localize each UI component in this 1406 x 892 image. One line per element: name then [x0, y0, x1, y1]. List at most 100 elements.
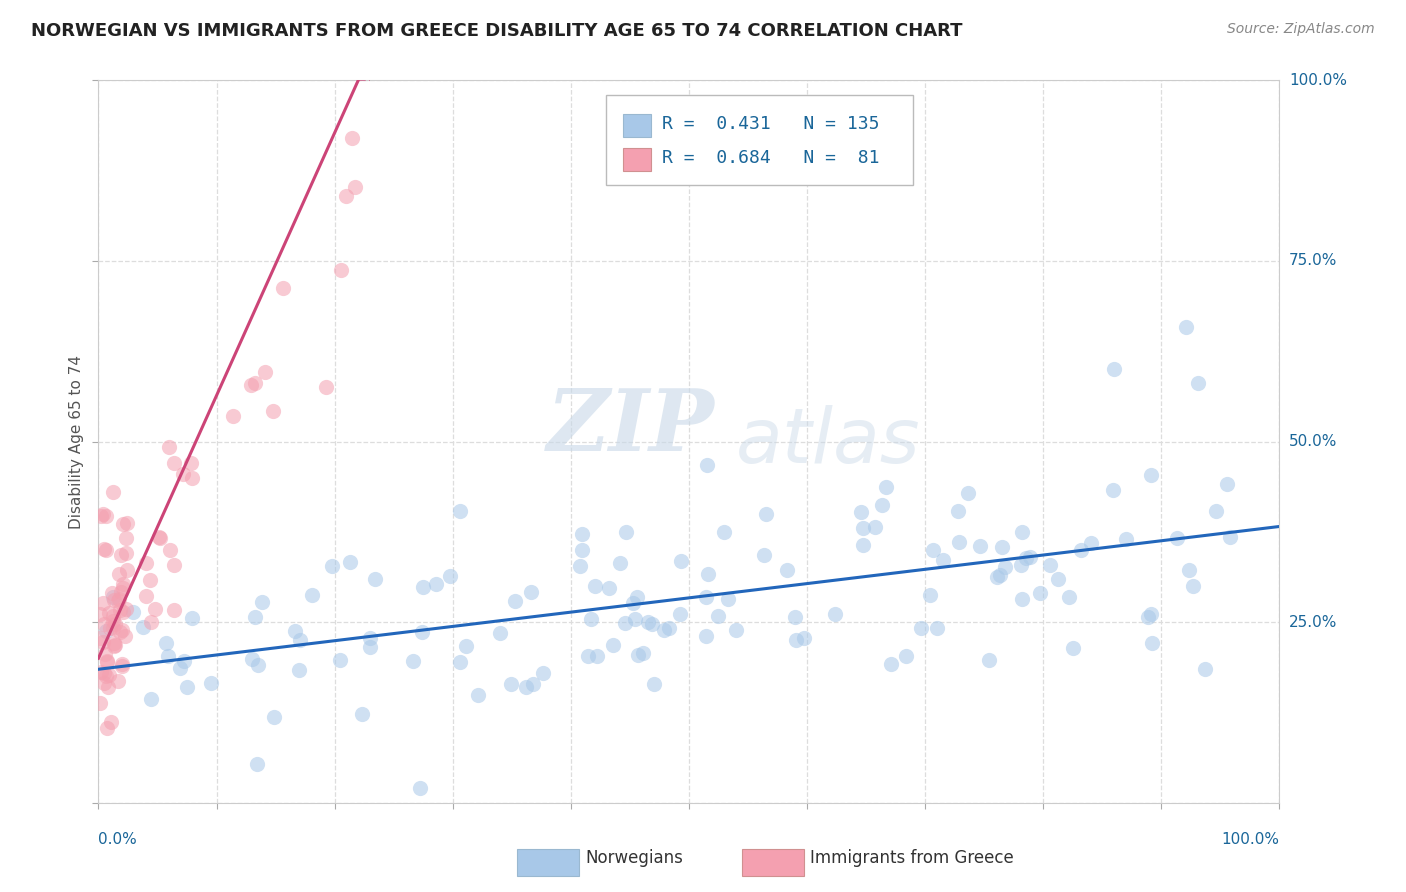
Point: [641, 617, 664, 632]
Point: [157, 648, 180, 663]
Point: [643, 677, 665, 691]
Point: [626, 591, 648, 605]
Point: [115, 563, 138, 577]
Point: [439, 569, 461, 583]
Point: [1080, 535, 1102, 549]
Point: [163, 558, 186, 573]
Point: [880, 657, 903, 672]
Point: [262, 403, 284, 417]
Point: [920, 589, 942, 603]
Point: [695, 591, 717, 605]
Point: [359, 631, 381, 645]
Point: [240, 652, 263, 666]
Point: [115, 546, 138, 560]
Text: Norwegians: Norwegians: [585, 849, 683, 867]
Point: [425, 576, 447, 591]
Point: [135, 557, 157, 571]
Point: [159, 543, 181, 558]
Point: [107, 674, 129, 689]
Point: [1011, 525, 1033, 540]
Point: [793, 631, 815, 645]
Point: [114, 601, 136, 615]
Point: [1194, 662, 1216, 676]
Point: [522, 677, 544, 691]
Point: [157, 440, 180, 454]
Point: [93, 617, 115, 632]
Point: [1039, 558, 1062, 572]
Point: [329, 653, 352, 667]
Point: [627, 648, 650, 662]
Point: [946, 504, 969, 518]
Point: [1010, 558, 1032, 573]
Point: [1140, 467, 1163, 482]
Point: [103, 593, 125, 607]
Point: [141, 615, 163, 630]
Point: [637, 615, 659, 630]
Text: R =  0.431   N = 135: R = 0.431 N = 135: [662, 115, 879, 133]
Point: [671, 554, 693, 568]
Point: [93, 647, 115, 661]
Point: [585, 648, 607, 663]
Point: [724, 624, 747, 638]
Point: [652, 624, 675, 638]
Point: [97, 680, 120, 694]
Point: [852, 520, 875, 534]
Point: [755, 508, 778, 522]
Point: [1187, 376, 1209, 390]
FancyBboxPatch shape: [623, 114, 651, 137]
Point: [96, 654, 118, 668]
Text: atlas: atlas: [737, 405, 921, 478]
Point: [112, 517, 135, 532]
Point: [163, 603, 186, 617]
Point: [111, 658, 134, 673]
Point: [852, 538, 875, 552]
Point: [1140, 636, 1163, 650]
Point: [1205, 504, 1227, 518]
Point: [851, 505, 873, 519]
Point: [824, 607, 846, 621]
Point: [181, 610, 204, 624]
Point: [288, 663, 311, 677]
Point: [449, 504, 471, 518]
Point: [1015, 550, 1038, 565]
Point: [1011, 591, 1033, 606]
Point: [979, 653, 1001, 667]
Point: [163, 456, 186, 470]
Point: [785, 633, 807, 648]
Point: [181, 471, 204, 485]
Point: [412, 580, 434, 594]
Point: [107, 592, 129, 607]
Point: [103, 639, 125, 653]
Point: [783, 609, 806, 624]
Point: [576, 648, 599, 663]
Point: [359, 640, 381, 655]
Text: 25.0%: 25.0%: [1289, 615, 1337, 630]
Point: [1018, 549, 1040, 564]
Point: [752, 548, 775, 562]
Point: [344, 179, 367, 194]
Point: [706, 608, 728, 623]
Point: [583, 579, 606, 593]
Point: [180, 456, 202, 470]
Point: [91, 635, 114, 649]
Point: [107, 594, 129, 608]
Point: [696, 458, 718, 472]
Text: 0.0%: 0.0%: [98, 831, 138, 847]
Text: NORWEGIAN VS IMMIGRANTS FROM GREECE DISABILITY AGE 65 TO 74 CORRELATION CHART: NORWEGIAN VS IMMIGRANTS FROM GREECE DISA…: [31, 22, 963, 40]
Point: [101, 621, 124, 635]
Point: [315, 380, 337, 394]
Point: [89, 632, 111, 646]
Point: [96, 656, 118, 670]
Point: [100, 714, 122, 729]
Point: [515, 680, 537, 694]
Point: [568, 558, 591, 573]
Point: [505, 594, 527, 608]
Point: [103, 636, 125, 650]
Point: [1115, 533, 1137, 547]
Point: [135, 589, 157, 603]
Point: [139, 573, 162, 587]
Point: [894, 648, 917, 663]
Point: [1070, 543, 1092, 558]
Point: [1137, 610, 1160, 624]
Point: [1140, 607, 1163, 621]
